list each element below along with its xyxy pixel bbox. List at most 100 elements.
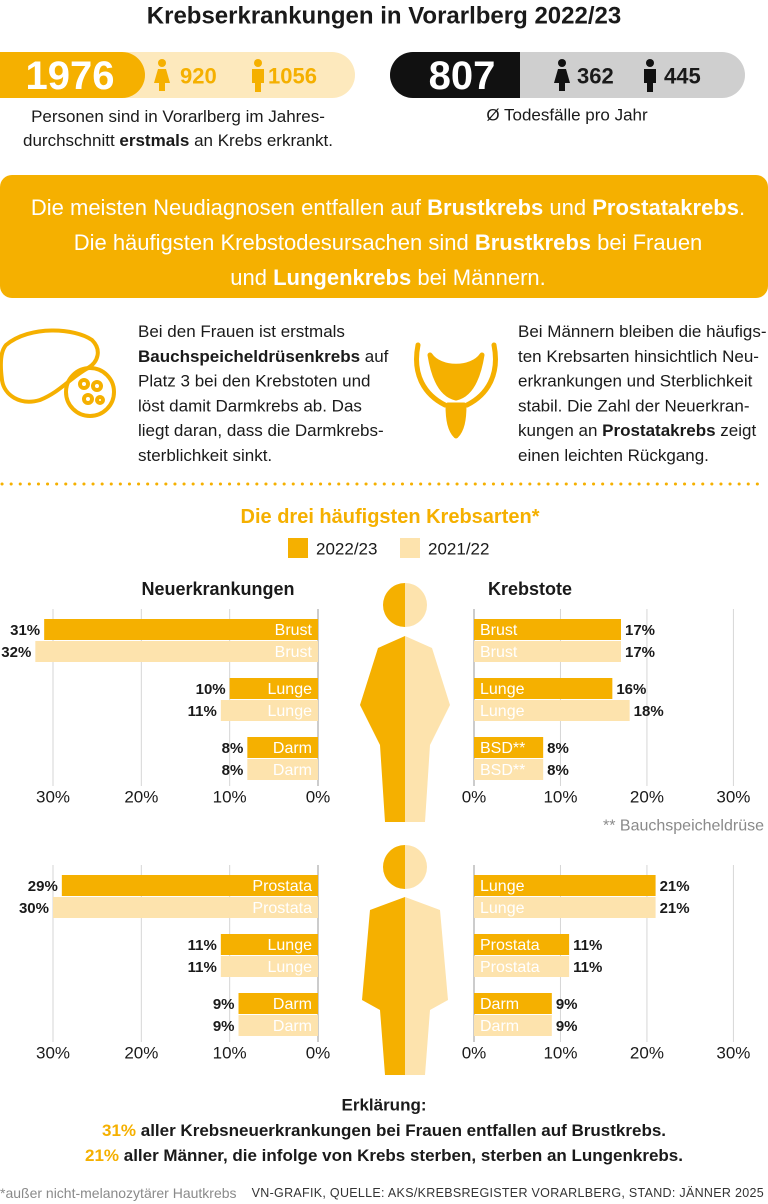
text-segment: Die häufigsten Krebstodesursachen sind — [74, 230, 475, 255]
man-silhouette — [362, 845, 448, 1075]
source: VN-GRAFIK, QUELLE: AKS/KREBSREGISTER VOR… — [252, 1186, 764, 1200]
text-segment: auf — [360, 346, 389, 365]
bar-category-label: Darm — [480, 1018, 519, 1035]
new-cases-total-box — [0, 52, 145, 98]
value-label: 11% — [188, 703, 217, 720]
value-label: 9% — [556, 996, 578, 1013]
bar-category-label: Lunge — [268, 959, 313, 976]
x-tick-label: 10% — [213, 1044, 247, 1063]
highlight-box — [0, 175, 768, 298]
bar-category-label: Darm — [273, 996, 312, 1013]
text-segment: erkrankungen und Sterblichkeit — [518, 371, 753, 390]
deaths-total: 807 — [429, 54, 496, 98]
bar — [229, 678, 318, 699]
bar-category-label: Darm — [480, 996, 519, 1013]
bsd-note: ** Bauchspeicheldrüse — [603, 818, 764, 835]
value-label: 11% — [573, 937, 602, 954]
text-segment-emphasis: 31% — [102, 1121, 136, 1140]
chart-title: Krebstote — [488, 579, 572, 599]
bar-category-label: Lunge — [480, 681, 525, 698]
value-label: 16% — [616, 681, 646, 698]
text-segment-emphasis: Bauchspeicheldrüsenkrebs — [138, 346, 360, 365]
value-label: 8% — [222, 762, 244, 779]
bar-category-label: BSD** — [480, 740, 525, 757]
x-tick-label: 30% — [716, 1044, 750, 1063]
legend-label: 2022/23 — [316, 540, 377, 559]
new-cases-total: 1976 — [26, 54, 115, 98]
text-segment-emphasis: Prostatakrebs — [602, 421, 715, 440]
text-segment: bei Frauen — [591, 230, 702, 255]
bar — [238, 1015, 318, 1036]
text-segment-emphasis: Lungenkrebs — [273, 265, 411, 290]
value-label: 9% — [213, 996, 235, 1013]
bar — [220, 700, 318, 721]
value-label: 8% — [547, 762, 569, 779]
text-segment: bei Männern. — [411, 265, 546, 290]
text-segment-emphasis: Brustkrebs — [427, 195, 543, 220]
bar-category-label: BSD** — [480, 762, 525, 779]
deaths-total-box-edge — [490, 52, 520, 98]
bar — [474, 1015, 552, 1036]
bar — [474, 737, 544, 758]
bar — [474, 897, 656, 918]
x-tick-label: 30% — [36, 1044, 70, 1063]
women-note: löst damit Darmkrebs ab. Das — [138, 396, 362, 415]
new-cases-caption: durchschnitt erstmals an Krebs erkrankt. — [23, 131, 333, 150]
value-label: 31% — [10, 622, 40, 639]
women-note: Bauchspeicheldrüsenkrebs auf — [138, 346, 389, 365]
text-segment: einen leichten Rückgang. — [518, 446, 709, 465]
female-icon — [154, 59, 170, 91]
x-tick-label: 20% — [124, 1044, 158, 1063]
men-note: kungen an Prostatakrebs zeigt — [518, 421, 756, 440]
bar — [474, 956, 570, 977]
x-tick-label: 0% — [306, 788, 331, 807]
bar-category-label: Darm — [273, 740, 312, 757]
bar-category-label: Lunge — [480, 703, 525, 720]
text-segment: sterblichkeit sinkt. — [138, 446, 272, 465]
value-label: 11% — [573, 959, 602, 976]
x-tick-label: 20% — [124, 788, 158, 807]
text-segment: Bei Männern bleiben die häufigs- — [518, 322, 767, 341]
bar-category-label: Lunge — [268, 937, 313, 954]
deaths-men: 445 — [664, 64, 701, 89]
deaths-caption: Ø Todesfälle pro Jahr — [486, 106, 648, 125]
woman-silhouette — [360, 583, 450, 822]
men-note: stabil. Die Zahl der Neuerkran- — [518, 396, 749, 415]
text-segment: und — [230, 265, 273, 290]
women-note: sterblichkeit sinkt. — [138, 446, 272, 465]
bar — [53, 897, 318, 918]
value-label: 9% — [556, 1018, 578, 1035]
bar — [474, 993, 552, 1014]
text-segment: Die meisten Neudiagnosen entfallen auf — [31, 195, 427, 220]
text-segment: kungen an — [518, 421, 602, 440]
men-note: einen leichten Rückgang. — [518, 446, 709, 465]
deaths-total-box — [390, 52, 520, 98]
x-tick-label: 10% — [543, 1044, 577, 1063]
text-segment: Platz 3 bei den Krebstoten und — [138, 371, 371, 390]
bar — [474, 678, 613, 699]
bar-category-label: Brust — [275, 644, 313, 661]
value-label: 29% — [28, 878, 58, 895]
text-segment-emphasis: Prostatakrebs — [592, 195, 739, 220]
text-segment: und — [543, 195, 592, 220]
title: Krebserkrankungen in Vorarlberg 2022/23 — [147, 3, 621, 30]
bar-category-label: Prostata — [480, 959, 540, 976]
bar — [474, 700, 630, 721]
value-label: 8% — [547, 740, 569, 757]
bar — [474, 759, 544, 780]
text-segment: aller Männer, die infolge von Krebs ster… — [119, 1146, 683, 1165]
bar-category-label: Lunge — [268, 703, 313, 720]
footnote: *außer nicht-melanozytärer Hautkrebs — [0, 1185, 237, 1201]
new-cases-men: 1056 — [268, 64, 317, 89]
bar — [61, 875, 318, 896]
men-note: ten Krebsarten hinsichtlich Neu- — [518, 346, 759, 365]
bar-category-label: Brust — [480, 622, 518, 639]
bar-category-label: Prostata — [252, 878, 312, 895]
legend-label: 2021/22 — [428, 540, 489, 559]
value-label: 11% — [188, 959, 217, 976]
x-tick-label: 20% — [630, 1044, 664, 1063]
bladder-icon — [414, 342, 498, 439]
deaths-women: 362 — [577, 64, 614, 89]
text-segment: ten Krebsarten hinsichtlich Neu- — [518, 346, 759, 365]
bar — [474, 619, 621, 640]
